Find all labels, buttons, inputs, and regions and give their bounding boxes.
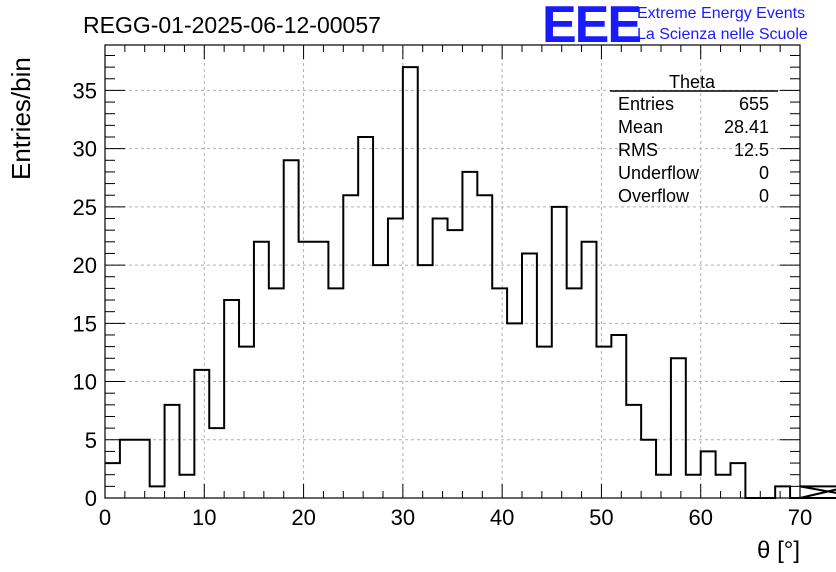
x-tick-label: 20: [291, 505, 315, 530]
histogram-bin: [477, 195, 492, 498]
plot-frame: [104, 44, 801, 499]
y-tick-label: 25: [73, 195, 97, 220]
histogram-bin: [448, 230, 463, 498]
histogram-bin: [641, 440, 656, 498]
eee-logo: EEE Extreme Energy Events La Scienza nel…: [542, 0, 808, 54]
histogram-bin: [582, 242, 597, 498]
histogram-bin: [194, 370, 209, 498]
histogram-bin: [358, 137, 373, 498]
x-tick-label: 30: [391, 505, 415, 530]
y-tick-label: 15: [73, 311, 97, 336]
x-axis-label: θ [°]: [757, 537, 800, 564]
histogram-bin: [269, 288, 284, 498]
stats-label: RMS: [618, 140, 658, 160]
histogram-bin: [507, 323, 522, 498]
histogram-outline: [105, 66, 836, 499]
x-tick-label: 0: [99, 505, 111, 530]
stats-value: 0: [759, 163, 769, 183]
histogram-bin: [686, 475, 701, 498]
histogram-bins: [105, 67, 790, 498]
logo-mark: EEE: [542, 0, 640, 54]
x-tick-label: 40: [490, 505, 514, 530]
histogram-bin: [671, 358, 686, 498]
histogram-bin: [120, 440, 135, 498]
axis-ticks: 0 10 20 30 40 50 60 70 0 5 10 15 20 25 30 35: [73, 45, 812, 530]
stats-rows: Entries 655 Mean 28.41 RMS 12.5 Underflow 0 Over…: [618, 94, 769, 206]
stats-label: Mean: [618, 117, 663, 137]
histogram-bin: [388, 219, 403, 498]
stats-value: 0: [759, 186, 769, 206]
histogram-bin: [328, 288, 343, 498]
logo-line1: Extreme Energy Events: [637, 5, 805, 22]
histogram-bin: [179, 475, 194, 498]
stats-label: Underflow: [618, 163, 700, 183]
histogram-bin: [716, 475, 731, 498]
histogram-bin: [492, 288, 507, 498]
x-tick-label: 50: [589, 505, 613, 530]
histogram-bin: [254, 242, 269, 498]
y-tick-label: 0: [85, 486, 97, 511]
grid-lines: [105, 45, 800, 498]
histogram-bin: [224, 300, 239, 498]
x-tick-label: 10: [192, 505, 216, 530]
histogram-bin: [731, 463, 746, 498]
y-axis-label: Entries/bin: [6, 57, 36, 180]
y-tick-label: 5: [85, 428, 97, 453]
histogram-bin: [165, 405, 180, 498]
histogram-bin: [462, 172, 477, 498]
histogram-bin: [105, 463, 120, 498]
histogram-bin: [775, 486, 790, 498]
histogram-bin: [299, 242, 314, 498]
y-tick-label: 20: [73, 253, 97, 278]
stats-title: Theta: [669, 72, 716, 92]
x-tick-label: 70: [788, 505, 812, 530]
histogram-bin: [522, 253, 537, 498]
histogram-bin: [596, 347, 611, 498]
histogram-bin: [656, 475, 671, 498]
chart-title: REGG-01-2025-06-12-00057: [83, 12, 381, 38]
histogram-bin: [209, 428, 224, 498]
x-tick-label: 60: [688, 505, 712, 530]
histogram-bin: [343, 195, 358, 498]
stats-value: 28.41: [724, 117, 769, 137]
histogram-bin: [552, 207, 567, 498]
histogram-bin: [433, 219, 448, 498]
histogram-bin: [403, 67, 418, 498]
stats-label: Overflow: [618, 186, 690, 206]
stats-box: Theta Entries 655 Mean 28.41 RMS 12.5 Underflo…: [610, 72, 778, 206]
stats-value: 12.5: [734, 140, 769, 160]
y-tick-label: 35: [73, 78, 97, 103]
stats-label: Entries: [618, 94, 674, 114]
histogram-bin: [567, 288, 582, 498]
logo-line2: La Scienza nelle Scuole: [637, 26, 808, 43]
histogram-bin: [135, 440, 150, 498]
y-tick-label: 10: [73, 370, 97, 395]
y-tick-label: 30: [73, 137, 97, 162]
histogram-bin: [150, 486, 165, 498]
histogram-bin: [537, 347, 552, 498]
histogram-bin: [701, 451, 716, 498]
histogram-bin: [284, 160, 299, 498]
histogram-bin: [314, 242, 329, 498]
histogram-bin: [626, 405, 641, 498]
stats-value: 655: [739, 94, 769, 114]
histogram-bin: [239, 347, 254, 498]
histogram-bin: [611, 335, 626, 498]
